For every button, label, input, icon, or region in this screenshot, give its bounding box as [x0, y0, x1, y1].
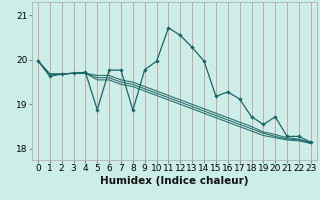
- X-axis label: Humidex (Indice chaleur): Humidex (Indice chaleur): [100, 176, 249, 186]
